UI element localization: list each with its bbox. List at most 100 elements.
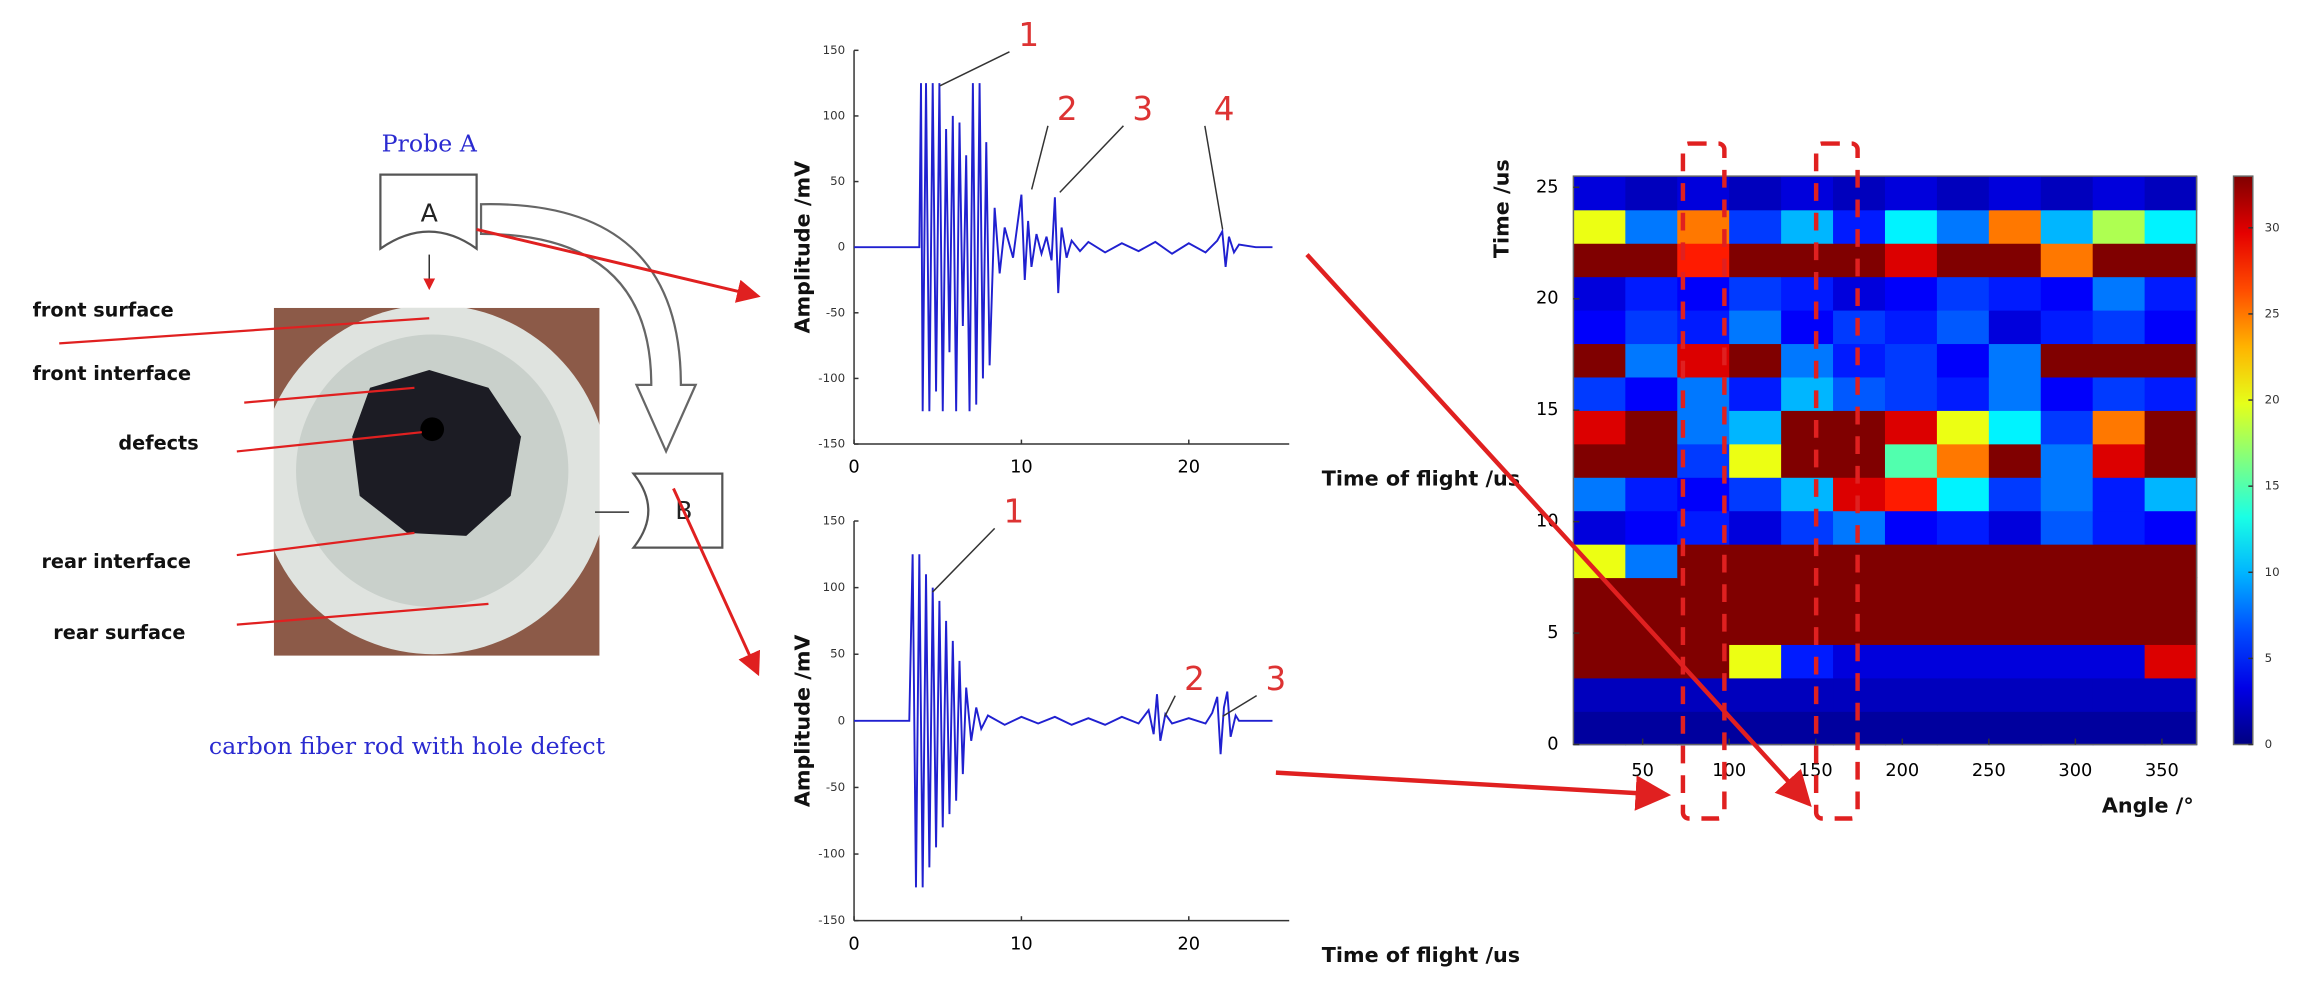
colorbar-tick-label: 10 [2265,565,2280,579]
heat-cell [2144,410,2198,445]
part-label: front interface [33,362,191,385]
heat-cell [1677,610,1730,645]
heat-cell [1884,510,1938,545]
heat-cell [2144,176,2198,211]
x-tick-label: 200 [1885,761,1919,781]
heat-cell [2040,343,2094,378]
heat-cell [1729,176,1782,211]
heat-cell [1573,711,1627,746]
heat-cell [1573,644,1627,679]
plot-frame [1572,175,2198,746]
x-tick-label: 0 [848,458,859,478]
colorbar-tick-label: 0 [2265,737,2273,751]
heat-cell [1781,543,1834,579]
heat-cell [1729,477,1782,512]
peak-annotation: 2 [1184,660,1205,698]
colorbar-tick-label: 5 [2265,651,2273,665]
y-tick-label: 150 [823,43,846,57]
heat-cell [1936,610,1990,645]
heat-cell [2092,410,2146,445]
heat-cell [1729,677,1782,712]
heat-cell [1781,711,1834,746]
heat-cell [2144,510,2198,545]
heat-cell [1729,209,1782,244]
probe-a [379,173,478,251]
heat-cell [1729,443,1782,478]
heat-cell [1573,209,1627,244]
heat-cell [2040,711,2094,746]
heat-cell [1625,443,1678,478]
specimen-photo [273,307,600,656]
heat-cell [1884,376,1938,411]
heat-cell [1781,376,1834,411]
heat-cell [1884,443,1938,478]
heat-cell [1625,477,1678,512]
heat-cell [1729,376,1782,411]
heat-cell [1936,309,1990,345]
heat-cell [1988,510,2042,545]
heat-cell [2144,243,2198,278]
heat-cell [1988,443,2042,478]
heat-cell [1573,410,1627,445]
heat-cell [1625,510,1678,545]
y-tick-label: 0 [1547,735,1558,755]
heat-cell [2092,477,2146,512]
heat-cell [1936,543,1990,579]
heat-cell [2092,610,2146,645]
heat-cell [2092,711,2146,746]
annotation-leader [1030,125,1049,190]
heat-cell [1677,209,1730,244]
annotation-leader [931,527,996,593]
heat-cell [2092,577,2146,612]
heat-cell [2040,243,2094,278]
heat-cell [1936,677,1990,712]
y-tick-label: 50 [830,174,845,188]
heat-cell [1677,477,1730,512]
heat-cell [1936,510,1990,545]
heat-cell [1677,443,1730,478]
heat-cell [2144,610,2198,645]
heat-cell [1936,711,1990,746]
heat-cell [2092,644,2146,679]
y-tick-label: 150 [823,514,846,528]
heat-cell [1625,410,1678,445]
heat-cell [1781,343,1834,378]
heat-cell [1781,510,1834,545]
heat-cell [1988,343,2042,378]
x-axis-label: Time of flight /us [1322,943,1520,967]
heat-cell [2040,543,2094,579]
heat-cell [1884,677,1938,712]
heat-cell [1936,410,1990,445]
heat-cell [1936,276,1990,311]
heat-cell [1729,276,1782,311]
heat-cell [2144,276,2198,311]
heat-cell [2144,711,2198,746]
heat-cell [1884,477,1938,512]
heat-cell [1573,376,1627,411]
colorbar [2232,175,2254,746]
colorbar-tick-label: 15 [2265,479,2280,493]
heat-cell [2144,309,2198,345]
heat-cell [2040,176,2094,211]
heat-cell [1573,243,1627,278]
heat-cell [1884,309,1938,345]
y-tick-label: 50 [830,647,845,661]
x-tick-label: 350 [2145,761,2179,781]
y-tick-label: -50 [826,305,845,319]
heat-cell [1988,276,2042,311]
heat-cell [1988,477,2042,512]
x-tick-label: 0 [848,934,859,954]
heat-cell [2092,677,2146,712]
heat-cell [1677,577,1730,612]
heat-cell [2144,644,2198,679]
heat-cell [1625,209,1678,244]
y-tick-label: 25 [1536,177,1559,197]
heat-cell [1988,577,2042,612]
heat-cell [2092,343,2146,378]
y-axis-label: Amplitude /mV [791,161,815,334]
heat-cell [2144,577,2198,612]
peak-annotation: 2 [1057,90,1078,128]
x-tick-label: 100 [1712,761,1746,781]
x-tick-label: 250 [1972,761,2006,781]
